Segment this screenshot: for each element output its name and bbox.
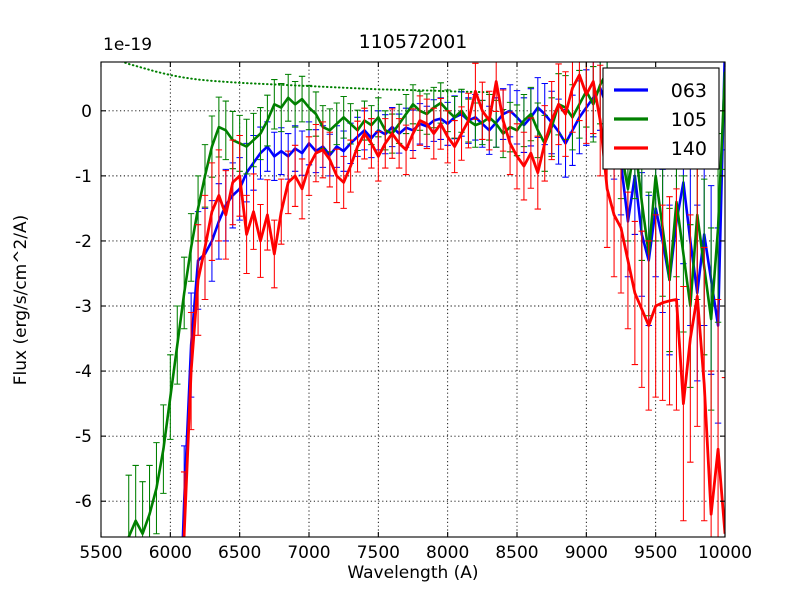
y-tick-label: -5 [75,427,92,447]
y-axis-label: Flux (erg/s/cm^2/A) [11,215,31,386]
page-title: 110572001 [359,31,468,53]
x-tick-label: 5500 [79,543,122,563]
y-tick-label: -2 [75,232,92,252]
y-axis-offset-label: 1e-19 [103,35,152,55]
x-tick-label: 8500 [495,543,538,563]
x-tick-label: 7000 [287,543,330,563]
legend-label-105[interactable]: 105 [671,109,707,131]
axes-spines [100,61,726,538]
x-tick-label: 9000 [565,543,608,563]
series-group-140 [181,62,725,537]
x-axis-label: Wavelength (A) [347,563,478,583]
tick-layer: 5500 6000 6500 7000 7500 8000 8500 9000 9500 1000… [75,62,752,563]
x-tick-label: 7500 [357,543,400,563]
y-tick-label: -6 [75,492,92,512]
y-tick-label: 0 [81,102,92,122]
legend-label-063[interactable]: 063 [671,80,707,102]
y-tick-label: -3 [75,297,92,317]
x-tick-label: 10000 [698,543,752,563]
series-line-140 [182,73,725,537]
legend[interactable]: 063 105 140 [602,67,720,170]
y-tick-label: -4 [75,362,92,382]
x-tick-label: 8000 [426,543,469,563]
axes-frame [100,61,726,538]
x-tick-label: 6500 [218,543,261,563]
legend-label-140[interactable]: 140 [671,138,707,160]
y-tick-label: -1 [75,167,92,187]
x-tick-label: 9500 [634,543,677,563]
series-line-063 [181,62,725,537]
x-tick-label: 6000 [149,543,192,563]
